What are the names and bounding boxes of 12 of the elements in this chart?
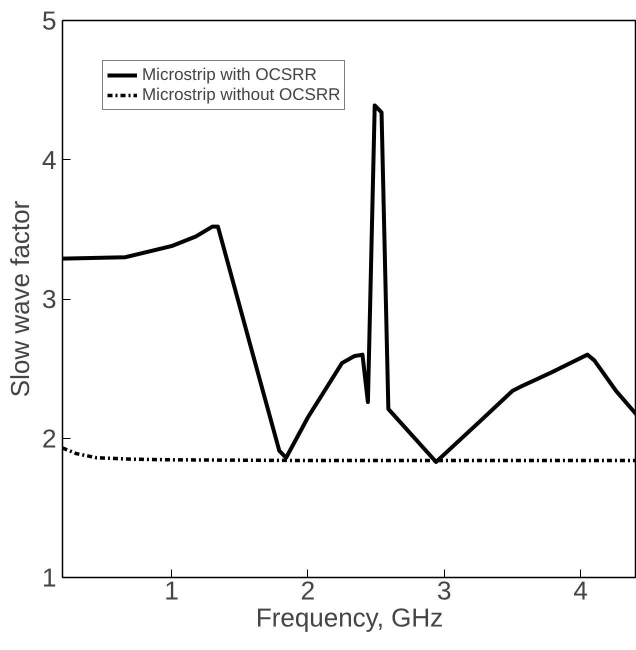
y-tick-label: 4 <box>42 144 57 175</box>
legend-label: Microstrip without OCSRR <box>142 85 340 105</box>
x-axis-title: Frequency, GHz <box>256 602 444 632</box>
y-tick-label: 3 <box>42 284 57 314</box>
x-tick-label: 4 <box>573 576 588 606</box>
x-tick-label: 2 <box>300 576 316 606</box>
y-tick-label: 5 <box>42 6 57 36</box>
legend-label: Microstrip with OCSRR <box>142 65 317 85</box>
y-tick-label: 2 <box>42 423 57 454</box>
y-axis-title: Slow wave factor <box>5 200 36 398</box>
x-tick-label: 1 <box>164 576 179 606</box>
x-tick-label: 3 <box>437 576 452 606</box>
